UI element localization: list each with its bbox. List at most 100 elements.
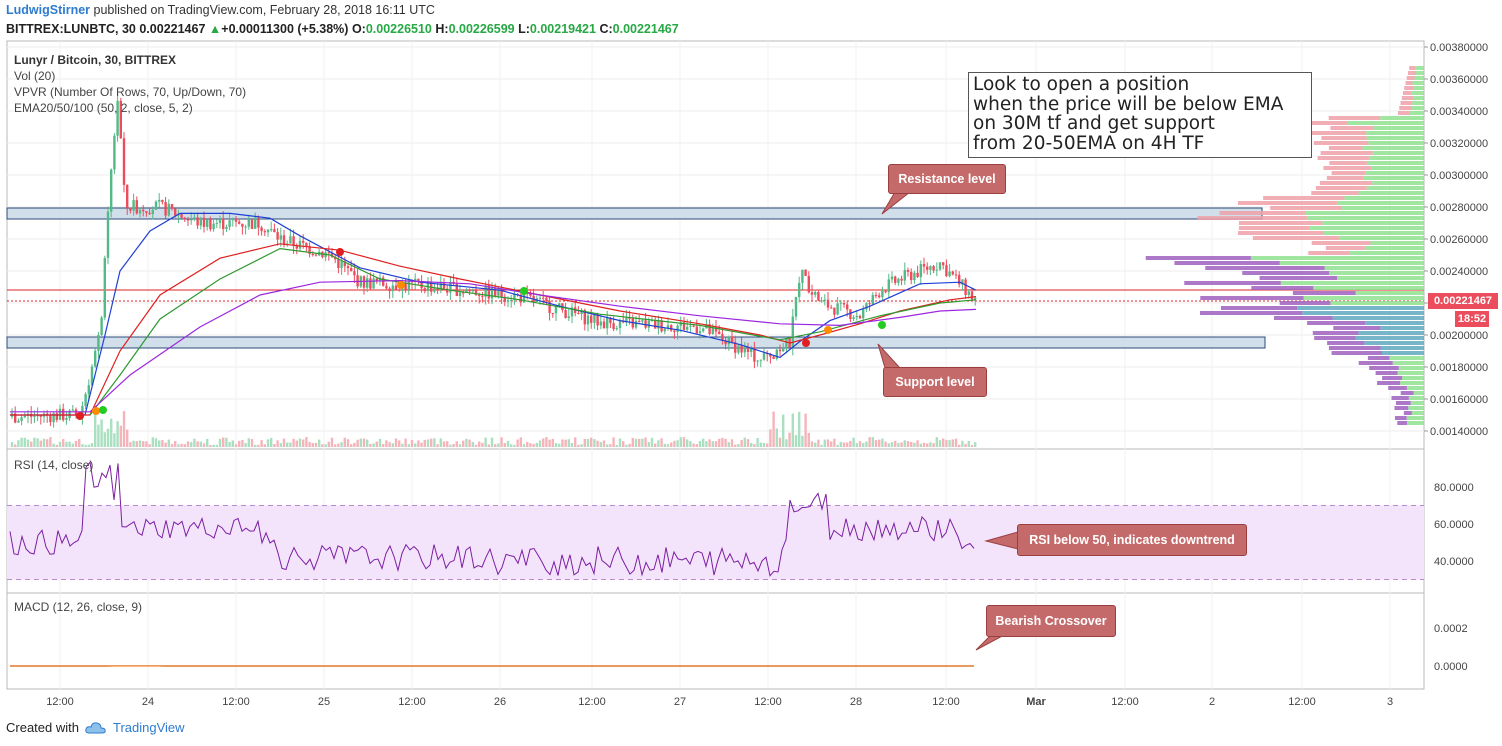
candle-body [596, 313, 599, 326]
volume-bar [762, 442, 766, 447]
rsi-callout[interactable]: RSI below 50, indicates downtrend [1017, 524, 1247, 556]
legend-ema[interactable]: EMA20/50/100 (50, 2, close, 5, 2) [14, 101, 193, 115]
macd-legend[interactable]: MACD (12, 26, close, 9) [14, 600, 143, 614]
vpvr-up-bar [1358, 191, 1424, 195]
volume-bar [106, 428, 110, 447]
volume-bar [906, 441, 910, 447]
candle-body [423, 288, 426, 292]
volume-bar [788, 432, 791, 447]
price-tick-label: 0.00360000 [1430, 74, 1488, 86]
volume-bar [33, 437, 36, 447]
candle-body [932, 266, 935, 271]
volume-bar [401, 443, 404, 447]
volume-bar [778, 437, 782, 447]
volume-bar [250, 439, 254, 447]
volume-bar [804, 413, 807, 447]
volume-bar [730, 439, 734, 447]
volume-bar [970, 444, 974, 447]
tradingview-link[interactable]: TradingView [112, 720, 185, 735]
legend-vol[interactable]: Vol (20) [14, 69, 56, 83]
candle-body [257, 217, 260, 228]
vpvr-down-bar [1319, 181, 1373, 185]
macd-callout[interactable]: Bearish Crossover [986, 605, 1116, 637]
volume-bar [548, 439, 551, 447]
volume-bar [145, 441, 148, 447]
candle-body [394, 285, 398, 290]
volume-bar [215, 444, 218, 447]
ema-cross-dot [878, 321, 886, 329]
vpvr-down-bar [1329, 161, 1367, 165]
resistance-callout[interactable]: Resistance level [888, 164, 1006, 194]
rsi-legend[interactable]: RSI (14, close) [14, 458, 94, 472]
volume-bar [193, 438, 196, 447]
candle-body [135, 200, 138, 214]
time-tick-label: 12:00 [1288, 696, 1316, 708]
price-tick-label: 0.00280000 [1430, 202, 1488, 214]
volume-bar [673, 440, 676, 447]
volume-bar [807, 432, 810, 447]
volume-bar [705, 441, 708, 447]
volume-bar [625, 444, 628, 447]
candle-body [71, 409, 74, 411]
macd-tick-label: 0.0000 [1434, 661, 1468, 673]
volume-bar [849, 440, 852, 447]
volume-bar [222, 437, 225, 447]
volume-bar [894, 440, 897, 447]
volume-bar [295, 440, 298, 447]
candle-body [606, 318, 609, 329]
vpvr-down-bar [1328, 146, 1363, 150]
volume-bar [132, 440, 135, 447]
candle-body [913, 272, 916, 281]
vpvr-up-bar [1332, 316, 1424, 320]
time-tick-label: 12:00 [578, 696, 606, 708]
candle-body [372, 278, 375, 289]
vpvr-up-bar [1392, 361, 1424, 365]
author-link[interactable]: LudwigStirner [6, 3, 91, 17]
volume-bar [494, 444, 497, 447]
vpvr-up-bar [1389, 356, 1424, 360]
candle-body [442, 283, 446, 289]
volume-bar [177, 444, 180, 447]
candle-body [138, 209, 142, 214]
candle-body [542, 297, 545, 299]
volume-bar [644, 437, 647, 447]
support-zone [6, 336, 1266, 349]
volume-bar [430, 438, 433, 447]
volume-bar [881, 438, 884, 447]
volume-bar [257, 444, 260, 447]
vpvr-down-bar [1314, 336, 1356, 340]
volume-bar [302, 439, 305, 447]
volume-bar [23, 437, 26, 447]
volume-bar [958, 444, 961, 447]
volume-bar [65, 441, 68, 447]
vpvr-up-bar [1380, 326, 1424, 330]
candle-body [202, 217, 206, 227]
volume-bar [330, 437, 334, 447]
volume-bar [138, 440, 142, 447]
volume-bar [458, 444, 462, 447]
price-tick-label: 0.00160000 [1430, 394, 1488, 406]
trade-note[interactable]: Look to open a position when the price w… [968, 72, 1312, 158]
support-callout[interactable]: Support level [883, 367, 987, 397]
vpvr-down-bar [1403, 91, 1412, 95]
high-label: H: [435, 22, 449, 36]
volume-bar [158, 440, 161, 447]
candle-body [250, 219, 254, 229]
volume-bar [500, 437, 503, 447]
volume-bar [590, 437, 593, 447]
candle-body [305, 242, 308, 247]
volume-bar [314, 442, 318, 447]
candle-body [343, 261, 346, 267]
candle-body [353, 271, 356, 276]
candle-body [612, 323, 615, 330]
vpvr-down-bar [1409, 66, 1416, 70]
legend-vpvr[interactable]: VPVR (Number Of Rows, 70, Up/Down, 70) [14, 85, 247, 99]
ema-cross-dot [92, 407, 100, 415]
candle-body [404, 282, 407, 290]
volume-bar [974, 442, 977, 447]
candle-body [33, 416, 36, 418]
candle-body [545, 297, 548, 302]
volume-bar [394, 438, 398, 447]
candle-body [734, 342, 737, 353]
